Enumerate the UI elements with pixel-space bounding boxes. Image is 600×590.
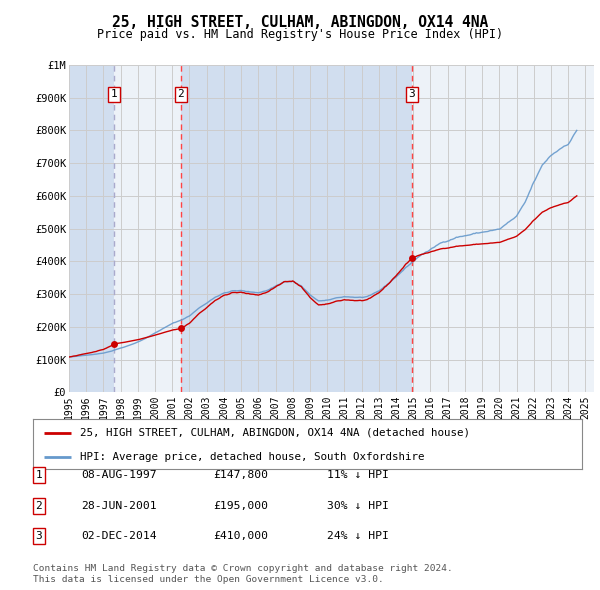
Text: £410,000: £410,000 [213,532,268,541]
Text: Price paid vs. HM Land Registry's House Price Index (HPI): Price paid vs. HM Land Registry's House … [97,28,503,41]
Bar [114,65,181,392]
Text: 24% ↓ HPI: 24% ↓ HPI [327,532,389,541]
Text: 2: 2 [35,501,43,510]
Text: 30% ↓ HPI: 30% ↓ HPI [327,501,389,510]
Bar [69,65,114,392]
Text: 25, HIGH STREET, CULHAM, ABINGDON, OX14 4NA: 25, HIGH STREET, CULHAM, ABINGDON, OX14 … [112,15,488,30]
Text: 2: 2 [178,89,184,99]
Text: 1: 1 [110,89,117,99]
Text: 08-AUG-1997: 08-AUG-1997 [81,470,157,480]
Text: HPI: Average price, detached house, South Oxfordshire: HPI: Average price, detached house, Sout… [80,451,424,461]
Text: 25, HIGH STREET, CULHAM, ABINGDON, OX14 4NA (detached house): 25, HIGH STREET, CULHAM, ABINGDON, OX14 … [80,428,470,438]
Bar [181,65,412,392]
Text: £195,000: £195,000 [213,501,268,510]
Text: 3: 3 [409,89,415,99]
Text: £147,800: £147,800 [213,470,268,480]
Text: 11% ↓ HPI: 11% ↓ HPI [327,470,389,480]
Text: 1: 1 [35,470,43,480]
Text: This data is licensed under the Open Government Licence v3.0.: This data is licensed under the Open Gov… [33,575,384,584]
Text: 28-JUN-2001: 28-JUN-2001 [81,501,157,510]
Text: 3: 3 [35,532,43,541]
Bar [412,65,594,392]
Text: 02-DEC-2014: 02-DEC-2014 [81,532,157,541]
Text: Contains HM Land Registry data © Crown copyright and database right 2024.: Contains HM Land Registry data © Crown c… [33,565,453,573]
